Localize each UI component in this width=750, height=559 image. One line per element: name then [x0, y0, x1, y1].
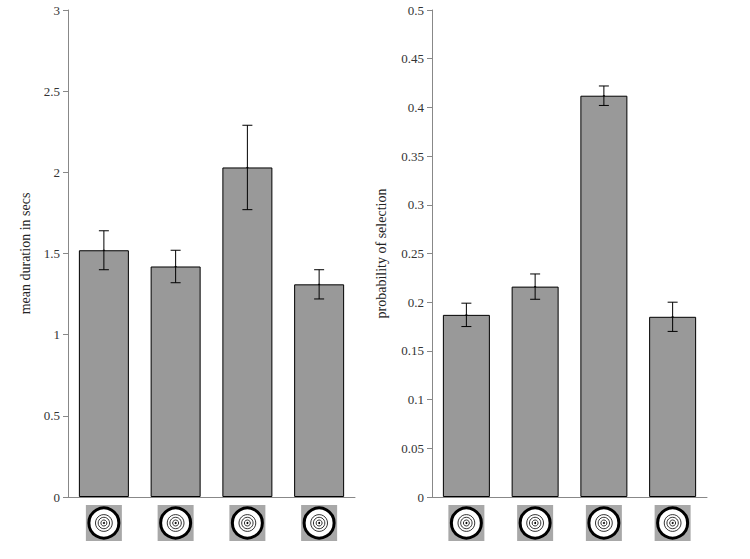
svg-text:3: 3 [54, 3, 61, 18]
svg-text:0.1: 0.1 [408, 392, 424, 407]
svg-text:0.3: 0.3 [408, 197, 424, 212]
svg-text:1.5: 1.5 [44, 246, 60, 261]
svg-text:1: 1 [54, 327, 61, 342]
svg-text:2: 2 [54, 165, 61, 180]
svg-text:0.2: 0.2 [408, 295, 424, 310]
svg-text:0.35: 0.35 [401, 149, 424, 164]
svg-text:2.5: 2.5 [44, 84, 60, 99]
svg-text:0: 0 [418, 490, 425, 505]
svg-text:0: 0 [54, 490, 61, 505]
svg-text:0.5: 0.5 [44, 408, 60, 423]
svg-text:0.5: 0.5 [408, 3, 424, 18]
svg-text:0.15: 0.15 [401, 343, 424, 358]
svg-text:probability of selection: probability of selection [374, 189, 389, 319]
svg-text:mean duration in secs: mean duration in secs [18, 193, 33, 315]
svg-text:0.4: 0.4 [408, 100, 425, 115]
svg-text:0.25: 0.25 [401, 246, 424, 261]
svg-text:0.45: 0.45 [401, 51, 424, 66]
svg-text:0.05: 0.05 [401, 441, 424, 456]
